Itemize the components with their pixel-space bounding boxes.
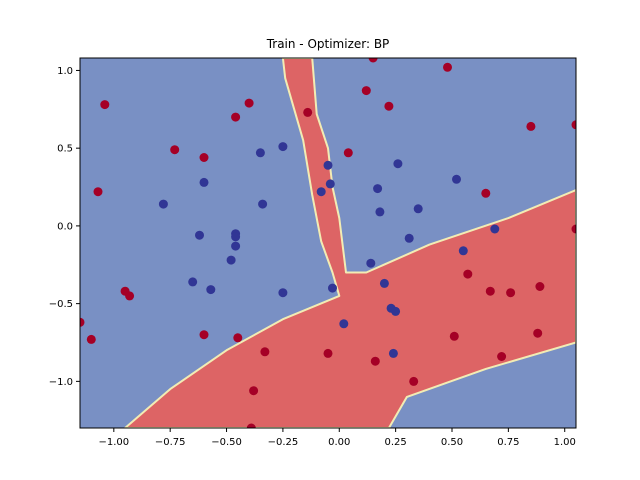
class-0-point [366,258,376,268]
class-0-point [373,184,383,194]
class-0-point [413,204,423,214]
class-1-point [323,348,333,358]
class-0-point [231,241,241,251]
class-0-point [379,278,389,288]
class-1-point [199,330,209,340]
class-0-point [255,148,265,158]
x-tick-label: −0.50 [211,437,242,448]
class-1-point [443,62,452,72]
class-0-point [490,224,500,234]
class-0-point [391,306,401,316]
class-1-region-0 [124,58,576,428]
class-0-point [388,348,398,358]
class-1-point [571,224,576,234]
class-1-point [485,286,495,296]
class-1-point [260,347,270,357]
class-1-point [80,317,85,327]
class-1-point [368,58,378,63]
class-1-point [497,352,507,361]
class-1-point [533,328,543,338]
class-1-point [244,98,254,108]
x-tick-label: −0.75 [155,437,186,448]
class-1-point [125,291,135,301]
data-points [80,58,576,428]
plot-area [80,58,576,428]
class-0-point [452,174,461,184]
chart-title: Train - Optimizer: BP [266,37,390,51]
class-0-point [231,232,241,242]
class-1-point [481,188,491,198]
y-tick-label: 0.5 [57,144,73,155]
class-0-point [458,246,468,256]
class-1-point [170,145,180,155]
class-1-point [100,100,110,110]
class-1-point [199,153,209,162]
y-tick-label: 0.0 [57,221,73,232]
class-0-point [188,277,198,287]
class-1-point [303,107,313,117]
class-0-point [328,283,337,293]
y-tick-label: −0.5 [49,299,73,310]
class-1-point [343,148,353,158]
class-0-point [323,160,333,170]
decision-regions [124,58,576,428]
class-1-point [526,121,536,131]
plot-frame [79,57,577,429]
class-0-point [206,285,216,295]
class-1-point [361,86,371,96]
class-0-point [316,187,326,197]
class-0-point [325,179,335,189]
class-1-point [249,386,259,396]
class-1-point [409,376,419,386]
class-1-point [246,423,256,428]
class-0-point [195,230,204,240]
class-1-point [449,331,459,341]
y-tick-label: −1.0 [49,377,73,388]
x-tick-label: 0.00 [328,437,350,448]
class-1-point [463,269,473,279]
class-1-point [231,112,241,122]
y-axis: −1.0 −0.5 0.0 0.5 1.0 [49,66,80,388]
class-0-point [278,142,288,152]
class-0-point [199,177,209,187]
class-0-point [158,199,168,209]
x-tick-label: −0.25 [268,437,299,448]
x-tick-label: 0.25 [385,437,407,448]
class-1-point [93,187,103,197]
class-1-point [384,101,394,111]
y-tick-label: 1.0 [57,66,73,77]
class-1-point [506,288,516,298]
class-0-point [393,159,403,169]
x-tick-label: 0.75 [497,437,519,448]
class-1-point [571,120,576,130]
class-1-point [233,333,243,343]
class-0-point [278,288,288,298]
x-tick-label: −1.00 [98,437,129,448]
class-0-point [339,319,349,329]
class-0-point [375,207,385,217]
class-0-point [404,233,414,243]
class-0-point [226,255,236,265]
x-axis: −1.00 −0.75 −0.50 −0.25 0.00 0.25 0.50 0.75 1.00 [98,428,576,448]
class-1-point [535,282,545,291]
class-0-point [258,199,268,209]
class-1-point [86,334,96,344]
x-tick-label: 1.00 [554,437,576,448]
x-tick-label: 0.50 [441,437,463,448]
class-1-point [370,356,380,366]
